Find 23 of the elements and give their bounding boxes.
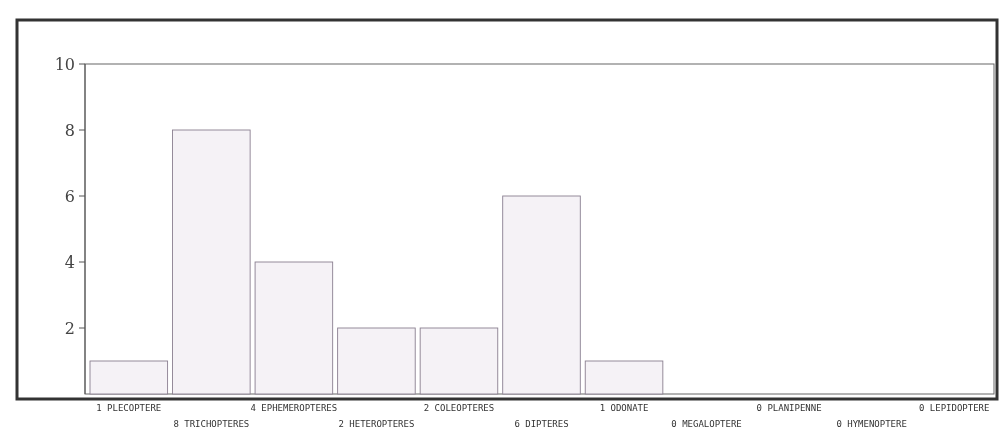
bar — [172, 129, 251, 395]
bar — [254, 261, 334, 395]
y-tick-label: 2 — [64, 318, 75, 338]
y-tick-label: 6 — [64, 186, 75, 206]
x-tick-label: 1 ODONATE — [599, 403, 649, 413]
x-tick-label: 4 EPHEMEROPTERES — [250, 403, 338, 413]
y-tick-label: 10 — [54, 54, 75, 74]
x-tick-label: 0 MEGALOPTERE — [671, 419, 742, 429]
bar — [89, 360, 169, 395]
x-tick-label: 0 LEPIDOPTERE — [918, 403, 990, 413]
bar — [419, 327, 499, 395]
x-tick-label: 1 PLECOPTERE — [96, 403, 162, 413]
x-tick-label: 2 COLEOPTERES — [423, 403, 495, 413]
bar — [337, 327, 416, 395]
x-tick-label: 6 DIPTERES — [514, 419, 569, 429]
x-tick-label: 8 TRICHOPTERES — [173, 419, 250, 429]
y-tick-label: 8 — [64, 120, 75, 140]
x-tick-label: 0 HYMENOPTERE — [836, 419, 907, 429]
x-tick-label: 2 HETEROPTERES — [338, 419, 415, 429]
bar — [584, 360, 664, 395]
bar — [502, 195, 581, 395]
x-tick-label: 0 PLANIPENNE — [756, 403, 822, 413]
y-tick-label: 4 — [64, 252, 75, 272]
